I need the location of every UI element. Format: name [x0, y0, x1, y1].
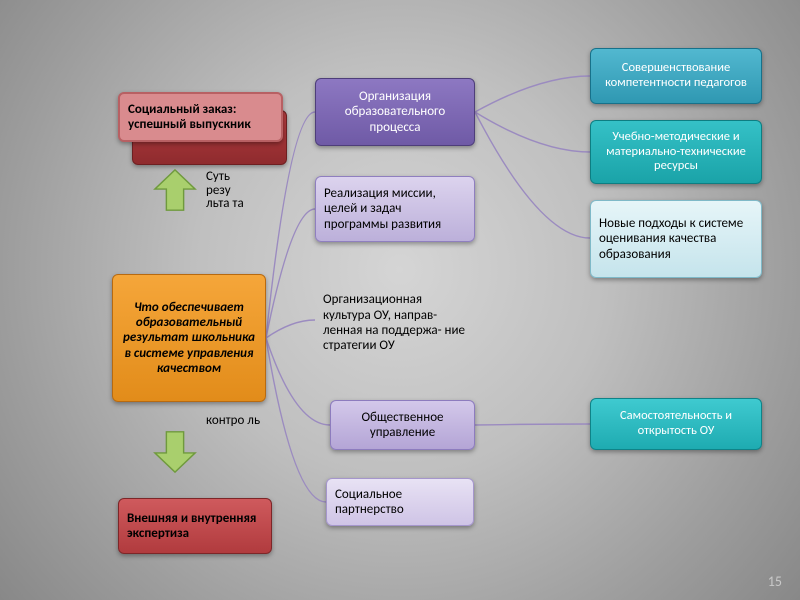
arrow-down	[150, 428, 200, 474]
node-r3-label: Новые подходы к системе оценивания качес…	[599, 216, 753, 262]
node-b4-label: Общественное управление	[339, 410, 466, 441]
node-center-label: Что обеспечивает образовательный результ…	[121, 300, 257, 377]
node-expertise: Внешняя и внутренняя экспертиза	[118, 498, 272, 554]
node-r4-label: Самостоятельность и открытость ОУ	[599, 409, 753, 439]
node-b5-label: Социальное партнерство	[335, 487, 465, 518]
node-b4: Общественное управление	[330, 400, 475, 450]
node-b2: Реализация миссии, целей и задач програм…	[315, 176, 475, 242]
arrow-up-label: Суть резу льта та	[206, 170, 256, 211]
node-b3: Организационная культура ОУ, направ- лен…	[315, 280, 473, 366]
node-b5: Социальное партнерство	[326, 478, 474, 526]
node-r1-label: Совершенствование компетентности педагог…	[599, 61, 753, 91]
node-r4: Самостоятельность и открытость ОУ	[590, 398, 762, 450]
node-b1-label: Организация образовательного процесса	[324, 89, 466, 135]
diagram-stage: Социальный заказ: успешный выпускник Что …	[0, 0, 800, 600]
node-r1: Совершенствование компетентности педагог…	[590, 48, 762, 104]
node-b3-label: Организационная культура ОУ, направ- лен…	[323, 292, 465, 353]
node-social_order: Социальный заказ: успешный выпускник	[118, 92, 283, 142]
node-b2-label: Реализация миссии, целей и задач програм…	[324, 186, 466, 232]
node-social_order-label: Социальный заказ: успешный выпускник	[128, 102, 273, 133]
arrow-up	[150, 168, 200, 214]
node-r2: Учебно-методические и материально-технич…	[590, 120, 762, 184]
arrow-down-label: контро ль	[206, 414, 266, 428]
node-b1: Организация образовательного процесса	[315, 78, 475, 146]
node-r2-label: Учебно-методические и материально-технич…	[599, 130, 753, 174]
node-r3: Новые подходы к системе оценивания качес…	[590, 200, 762, 278]
page-number: 15	[768, 573, 782, 590]
node-center: Что обеспечивает образовательный результ…	[112, 274, 266, 402]
node-expertise-label: Внешняя и внутренняя экспертиза	[127, 511, 263, 542]
